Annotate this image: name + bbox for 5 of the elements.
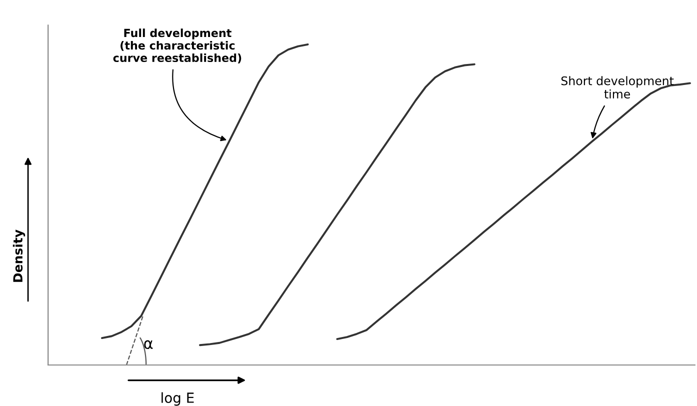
- annotation: Short development time: [561, 76, 674, 99]
- y-axis-title: Density: [12, 230, 26, 282]
- annotation: α: [144, 340, 153, 350]
- x-axis-title: log E: [162, 392, 194, 406]
- annotation: Full development (the characteristic curve reestablished): [113, 28, 242, 64]
